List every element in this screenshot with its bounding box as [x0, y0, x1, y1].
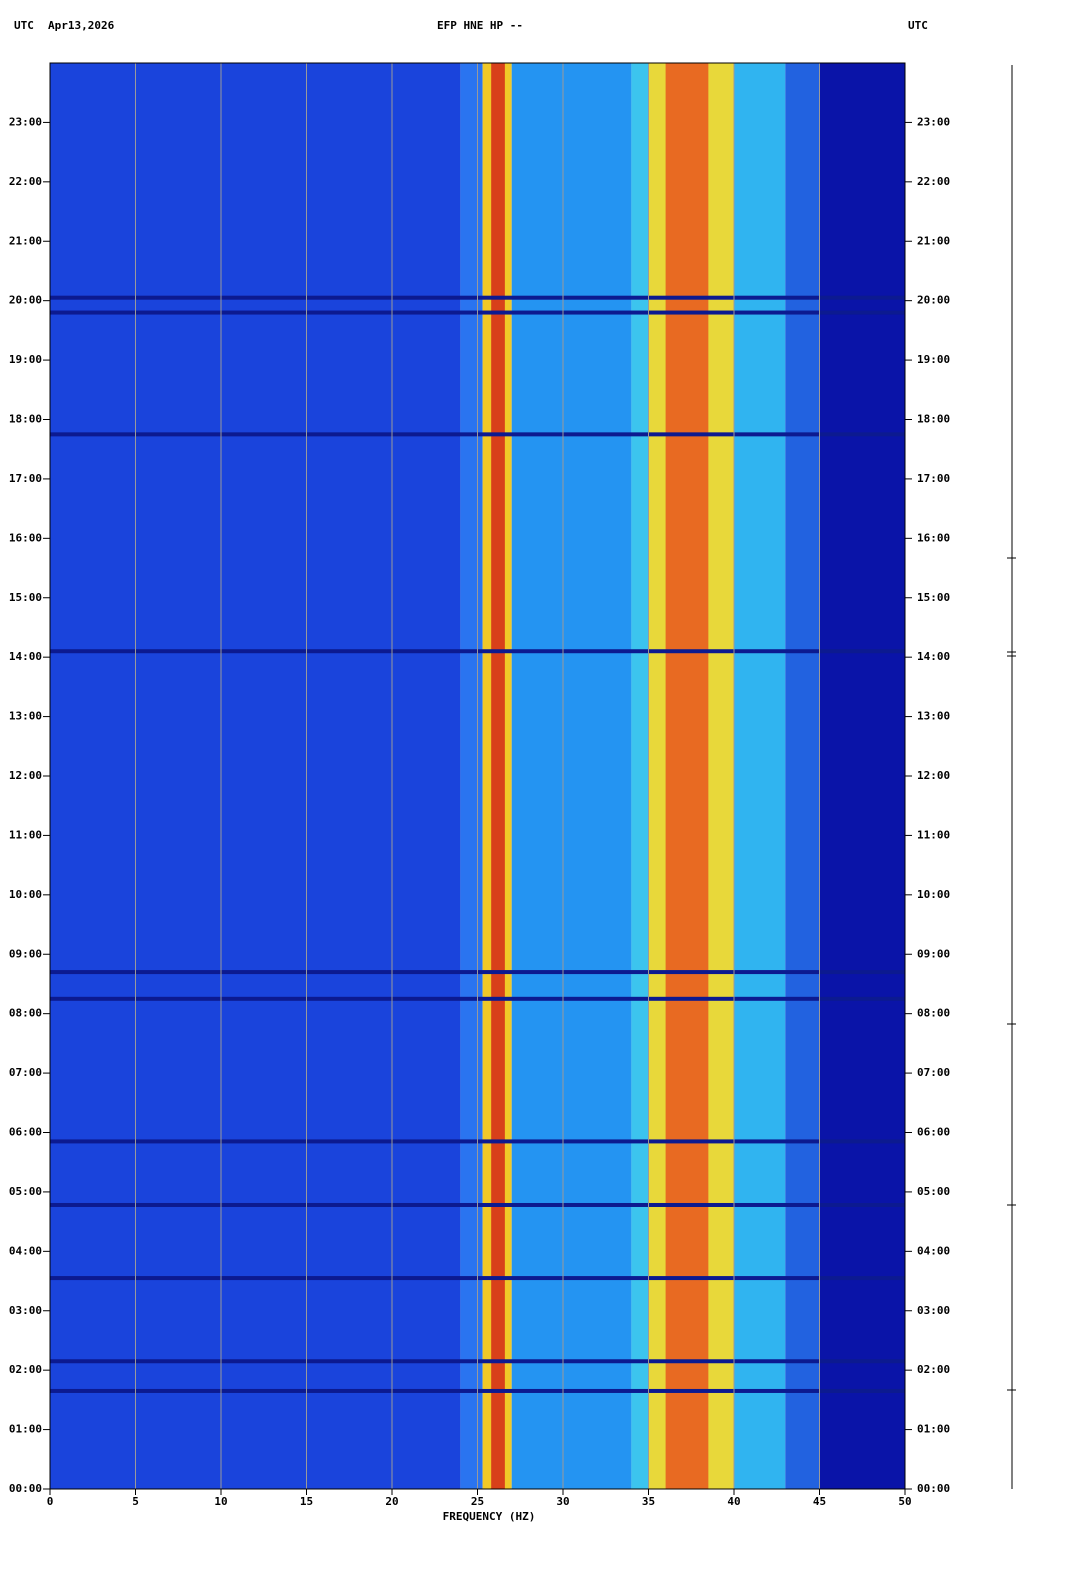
- x-tick-label: 35: [642, 1495, 655, 1508]
- y-tick-label: 01:00: [917, 1423, 950, 1436]
- x-tick-label: 45: [813, 1495, 826, 1508]
- header-right: UTC: [908, 19, 928, 32]
- y-tick-label: 21:00: [9, 234, 42, 247]
- y-tick-label: 20:00: [9, 294, 42, 307]
- y-tick-label: 14:00: [917, 650, 950, 663]
- y-tick-label: 11:00: [917, 828, 950, 841]
- spectral-band: [491, 63, 505, 1489]
- y-tick-label: 12:00: [9, 769, 42, 782]
- y-tick-label: 06:00: [917, 1126, 950, 1139]
- y-tick-label: 22:00: [9, 175, 42, 188]
- y-tick-label: 04:00: [917, 1244, 950, 1257]
- spectral-band: [460, 63, 483, 1489]
- y-tick-label: 23:00: [9, 115, 42, 128]
- y-tick-label: 08:00: [917, 1007, 950, 1020]
- y-tick-label: 17:00: [9, 472, 42, 485]
- y-tick-label: 03:00: [917, 1304, 950, 1317]
- y-tick-label: 11:00: [9, 828, 42, 841]
- spectral-band: [631, 63, 649, 1489]
- y-tick-label: 12:00: [917, 769, 950, 782]
- y-tick-label: 18:00: [9, 413, 42, 426]
- y-tick-label: 19:00: [917, 353, 950, 366]
- spectral-band: [734, 63, 786, 1489]
- y-tick-label: 13:00: [9, 710, 42, 723]
- side-trace: [1007, 65, 1016, 1489]
- y-tick-label: 20:00: [917, 294, 950, 307]
- y-tick-label: 09:00: [917, 947, 950, 960]
- spectral-band: [511, 63, 632, 1489]
- x-tick-label: 5: [132, 1495, 139, 1508]
- date: Apr13,2026: [48, 19, 115, 32]
- y-tick-label: 08:00: [9, 1007, 42, 1020]
- x-tick-label: 40: [727, 1495, 740, 1508]
- y-tick-label: 04:00: [9, 1244, 42, 1257]
- y-tick-label: 09:00: [9, 947, 42, 960]
- y-tick-label: 16:00: [917, 531, 950, 544]
- x-tick-label: 30: [556, 1495, 569, 1508]
- x-tick-label: 50: [898, 1495, 911, 1508]
- y-tick-label: 07:00: [9, 1066, 42, 1079]
- y-tick-label: 05:00: [9, 1185, 42, 1198]
- spectral-band: [785, 63, 820, 1489]
- y-tick-label: 07:00: [917, 1066, 950, 1079]
- chart-title: EFP HNE HP --: [437, 19, 523, 32]
- y-tick-label: 21:00: [917, 234, 950, 247]
- y-tick-label: 05:00: [917, 1185, 950, 1198]
- spectral-band: [665, 63, 709, 1489]
- y-tick-label: 19:00: [9, 353, 42, 366]
- y-tick-label: 10:00: [9, 888, 42, 901]
- y-tick-label: 01:00: [9, 1423, 42, 1436]
- x-tick-label: 20: [385, 1495, 398, 1508]
- x-tick-label: 0: [47, 1495, 54, 1508]
- y-tick-label: 13:00: [917, 710, 950, 723]
- y-tick-label: 18:00: [917, 413, 950, 426]
- y-tick-label: 22:00: [917, 175, 950, 188]
- y-tick-label: 15:00: [917, 591, 950, 604]
- plot-frame: [49, 62, 906, 1490]
- y-tick-label: 06:00: [9, 1126, 42, 1139]
- x-tick-label: 15: [300, 1495, 313, 1508]
- spectral-band: [50, 63, 461, 1489]
- x-tick-label: 25: [471, 1495, 484, 1508]
- y-tick-label: 00:00: [917, 1482, 950, 1495]
- header-left: UTC: [14, 19, 34, 32]
- y-tick-label: 17:00: [917, 472, 950, 485]
- spectral-band: [819, 63, 905, 1489]
- y-tick-label: 00:00: [9, 1482, 42, 1495]
- y-tick-label: 14:00: [9, 650, 42, 663]
- x-tick-label: 10: [214, 1495, 227, 1508]
- y-tick-label: 16:00: [9, 531, 42, 544]
- y-tick-label: 15:00: [9, 591, 42, 604]
- y-tick-label: 23:00: [917, 115, 950, 128]
- x-axis-label: FREQUENCY (HZ): [443, 1510, 536, 1523]
- y-tick-label: 02:00: [917, 1363, 950, 1376]
- y-tick-label: 03:00: [9, 1304, 42, 1317]
- y-tick-label: 10:00: [917, 888, 950, 901]
- y-tick-label: 02:00: [9, 1363, 42, 1376]
